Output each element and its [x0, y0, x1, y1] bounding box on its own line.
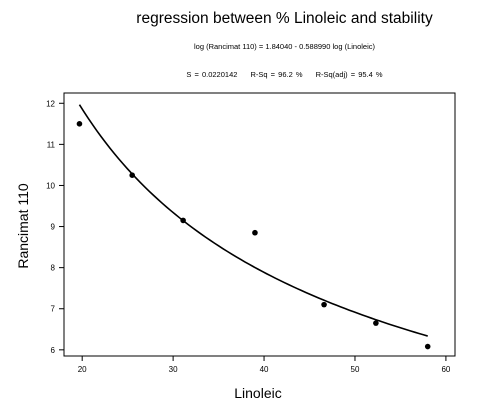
y-axis: 6 7 8 9 10 11 12 — [46, 99, 64, 355]
y-axis-label: Rancimat 110 — [15, 183, 31, 269]
data-point — [321, 301, 327, 308]
stat-r-sq: R-Sq = 96.2 % — [250, 70, 303, 79]
x-tick-label: 30 — [169, 365, 178, 374]
data-point — [76, 121, 83, 127]
regression-line — [78, 104, 428, 337]
regression-equation: log (Rancimat 110) = 1.84040 - 0.588990 … — [193, 42, 375, 51]
chart-title: regression between % Linoleic and stabil… — [136, 10, 433, 27]
data-point — [373, 320, 379, 326]
y-tick-label: 7 — [51, 305, 56, 314]
y-tick-label: 11 — [47, 140, 56, 149]
y-tick-label: 6 — [51, 346, 56, 355]
data-points — [76, 121, 431, 350]
data-point — [180, 217, 186, 224]
stat-s: S = 0.0220142 — [186, 70, 238, 79]
data-point — [424, 343, 431, 350]
y-tick-label: 9 — [51, 223, 56, 232]
data-point — [252, 229, 258, 236]
y-tick-label: 8 — [51, 264, 56, 273]
x-tick-label: 50 — [351, 365, 360, 374]
x-axis-label: Linoleic — [234, 385, 281, 401]
data-point — [129, 172, 135, 178]
x-axis: 20 30 40 50 60 — [78, 356, 451, 374]
y-tick-label: 10 — [46, 181, 55, 190]
y-tick-label: 12 — [46, 99, 55, 108]
x-tick-label: 60 — [441, 365, 450, 374]
plot-frame — [63, 92, 456, 357]
regression-stats: S = 0.0220142 R-Sq = 96.2 % R-Sq(adj) = … — [0, 70, 479, 79]
x-tick-label: 20 — [78, 365, 87, 374]
stat-r-sq-adj: R-Sq(adj) = 95.4 % — [315, 70, 383, 79]
x-tick-label: 40 — [260, 365, 269, 374]
